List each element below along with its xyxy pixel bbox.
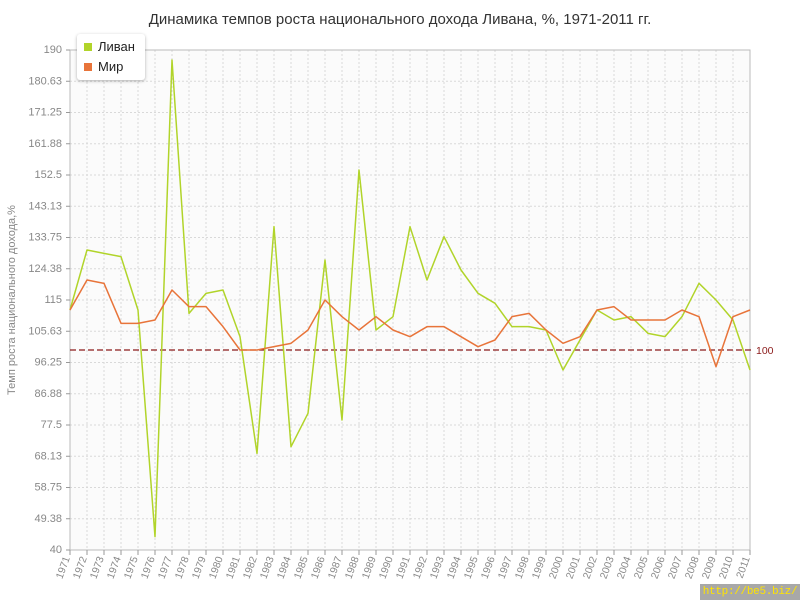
- svg-text:1972: 1972: [72, 555, 90, 581]
- svg-text:124.38: 124.38: [28, 263, 62, 275]
- svg-text:1985: 1985: [293, 555, 311, 581]
- svg-text:58.75: 58.75: [34, 482, 62, 494]
- svg-text:2001: 2001: [565, 555, 583, 581]
- svg-text:49.38: 49.38: [34, 513, 62, 525]
- svg-text:1980: 1980: [208, 555, 226, 581]
- svg-text:86.88: 86.88: [34, 388, 62, 400]
- svg-text:2011: 2011: [735, 555, 753, 580]
- svg-text:171.25: 171.25: [28, 107, 62, 119]
- svg-text:1991: 1991: [395, 555, 413, 581]
- svg-text:1978: 1978: [174, 555, 192, 581]
- svg-text:40: 40: [50, 544, 62, 556]
- svg-text:1975: 1975: [123, 555, 141, 581]
- svg-text:1990: 1990: [378, 555, 396, 581]
- svg-text:1986: 1986: [310, 555, 328, 581]
- svg-text:1987: 1987: [327, 555, 345, 581]
- svg-text:2009: 2009: [701, 555, 719, 581]
- svg-text:2002: 2002: [582, 555, 600, 581]
- svg-text:1982: 1982: [242, 555, 260, 581]
- svg-text:190: 190: [44, 44, 62, 56]
- svg-text:1993: 1993: [429, 555, 447, 581]
- svg-text:2000: 2000: [548, 555, 566, 581]
- svg-text:161.88: 161.88: [28, 138, 62, 150]
- svg-text:1996: 1996: [480, 555, 498, 581]
- svg-text:2010: 2010: [718, 555, 736, 581]
- svg-text:1999: 1999: [531, 555, 549, 581]
- svg-text:1989: 1989: [361, 555, 379, 581]
- svg-text:1994: 1994: [446, 555, 464, 581]
- svg-text:77.5: 77.5: [41, 419, 62, 431]
- svg-text:2005: 2005: [633, 555, 651, 581]
- svg-text:1988: 1988: [344, 555, 362, 581]
- svg-text:115: 115: [44, 294, 62, 306]
- svg-text:1984: 1984: [276, 555, 294, 581]
- svg-text:180.63: 180.63: [28, 75, 62, 87]
- svg-text:100: 100: [756, 345, 774, 357]
- svg-text:1995: 1995: [463, 555, 481, 581]
- svg-text:1977: 1977: [157, 555, 175, 581]
- svg-text:1997: 1997: [497, 555, 515, 581]
- svg-text:1992: 1992: [412, 555, 430, 581]
- svg-text:143.13: 143.13: [28, 200, 62, 212]
- svg-text:133.75: 133.75: [28, 232, 62, 244]
- svg-text:1981: 1981: [225, 555, 243, 581]
- svg-text:2006: 2006: [650, 555, 668, 581]
- svg-text:96.25: 96.25: [34, 357, 62, 369]
- svg-text:2004: 2004: [616, 555, 634, 581]
- svg-text:1976: 1976: [140, 555, 158, 581]
- svg-text:68.13: 68.13: [34, 450, 62, 462]
- svg-text:1998: 1998: [514, 555, 532, 581]
- svg-text:2003: 2003: [599, 555, 617, 581]
- svg-text:2008: 2008: [684, 555, 702, 581]
- svg-text:1973: 1973: [89, 555, 107, 581]
- svg-text:1971: 1971: [55, 555, 73, 581]
- svg-text:1983: 1983: [259, 555, 277, 581]
- svg-text:152.5: 152.5: [34, 169, 62, 181]
- svg-text:1974: 1974: [106, 555, 124, 581]
- svg-text:105.63: 105.63: [28, 325, 62, 337]
- svg-text:2007: 2007: [667, 555, 685, 581]
- svg-text:1979: 1979: [191, 555, 209, 581]
